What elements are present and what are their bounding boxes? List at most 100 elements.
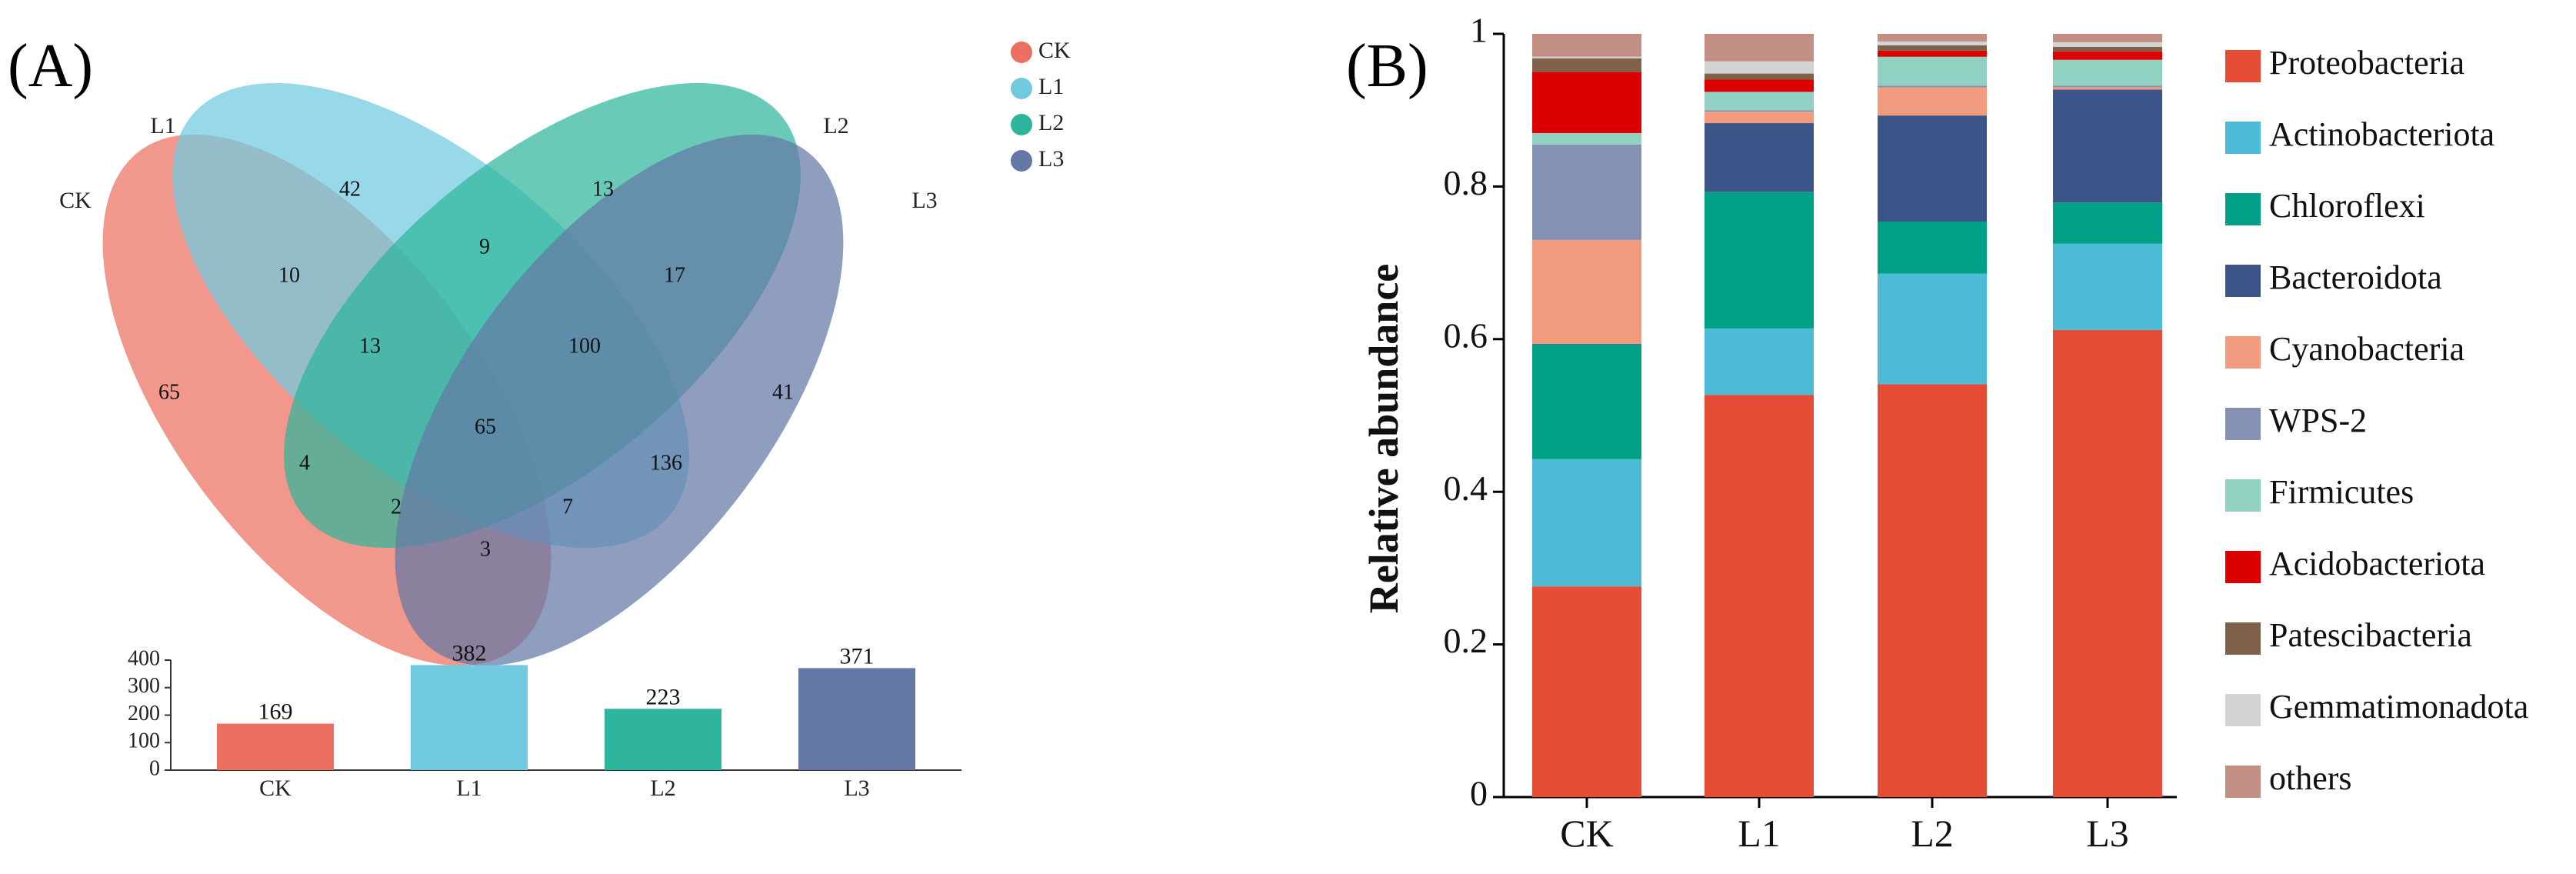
segment-l3-wps-2 xyxy=(2053,85,2162,88)
panel-a-label: (A) xyxy=(8,32,93,100)
segment-l2-firmicutes xyxy=(1878,56,1987,86)
legend-label-proteobacteria: Proteobacteria xyxy=(2269,44,2464,82)
mini-y-tick-label: 200 xyxy=(128,702,160,726)
venn-set-label-l3: L3 xyxy=(911,188,937,213)
venn-legend: CK L1 L2 L3 xyxy=(1011,38,1071,172)
y-axis-ticks: 0 0.2 0.4 0.6 0.8 1 xyxy=(1444,11,1504,813)
x-tick-label-ck: CK xyxy=(1560,812,1613,855)
mini-bar-l1 xyxy=(411,665,528,770)
segment-ck-proteobacteria xyxy=(1532,586,1641,797)
segment-ck-chloroflexi xyxy=(1532,344,1641,459)
segment-l1-chloroflexi xyxy=(1705,192,1814,329)
stacked-bars xyxy=(1532,34,2162,797)
mini-y-tick-label: 300 xyxy=(128,674,160,698)
panel-b-stacked-bar: (B) Relative abundance 0 0.2 0.4 0.6 0.8 1 CK… xyxy=(1346,11,2528,855)
segment-l3-patescibacteria xyxy=(2053,46,2162,52)
y-tick-label: 0.4 xyxy=(1444,469,1488,508)
segment-ck-patescibacteria xyxy=(1532,58,1641,72)
legend-swatch-wps-2 xyxy=(2225,408,2261,440)
panel-a-venn: (A) CK L1 L2 L3 65 42 13 41 10 9 17 13 1… xyxy=(8,32,1071,801)
x-tick-label-l3: L3 xyxy=(2086,812,2129,855)
segment-ck-others xyxy=(1532,34,1641,57)
legend-label-bacteroidota: Bacteroidota xyxy=(2269,259,2442,296)
segment-l2-acidobacteriota xyxy=(1878,50,1987,57)
legend-swatch-bacteroidota xyxy=(2225,265,2261,297)
mini-bar-value-ck: 169 xyxy=(258,699,293,725)
segment-l2-others xyxy=(1878,34,1987,42)
y-tick-label: 0.6 xyxy=(1444,315,1488,355)
mini-y-tick-label: 100 xyxy=(128,729,160,753)
venn-count-l3-only: 41 xyxy=(772,380,794,404)
segment-l2-actinobacteriota xyxy=(1878,273,1987,385)
venn-count-l2-l3: 17 xyxy=(664,263,685,287)
legend-swatch-cyanobacteria xyxy=(2225,336,2261,369)
legend-label-cyanobacteria: Cyanobacteria xyxy=(2269,330,2464,368)
mini-bar-value-l1: 382 xyxy=(452,640,487,666)
legend-label-acidobacteriota: Acidobacteriota xyxy=(2269,545,2485,582)
legend-label-wps-2: WPS-2 xyxy=(2269,402,2367,439)
venn-legend-dot-l1 xyxy=(1011,78,1032,99)
venn-count-l1-only: 42 xyxy=(339,177,361,201)
venn-count-l1-l2-l3: 100 xyxy=(568,334,601,358)
segment-l2-chloroflexi xyxy=(1878,222,1987,274)
venn-legend-dot-l2 xyxy=(1011,114,1032,135)
segment-l1-others xyxy=(1705,34,1814,62)
legend-swatch-proteobacteria xyxy=(2225,50,2261,82)
venn-legend-label-ck: CK xyxy=(1038,38,1071,63)
segment-l3-bacteroidota xyxy=(2053,89,2162,203)
segment-l3-gemmatimonadota xyxy=(2053,42,2162,47)
segment-l3-chloroflexi xyxy=(2053,202,2162,244)
mini-bar-l3 xyxy=(798,668,915,770)
mini-bar-value-l2: 223 xyxy=(646,684,681,709)
venn-legend-label-l2: L2 xyxy=(1038,110,1064,135)
mini-bar-l2 xyxy=(605,709,721,770)
mini-category-l1: L1 xyxy=(456,776,482,801)
legend-swatch-acidobacteriota xyxy=(2225,551,2261,583)
legend-swatch-others xyxy=(2225,766,2261,798)
mini-y-tick-label: 400 xyxy=(128,646,160,670)
venn-count-l1-l3: 136 xyxy=(650,451,682,475)
segment-l3-firmicutes xyxy=(2053,59,2162,86)
mini-y-tick-label: 0 xyxy=(149,756,160,780)
venn-count-ck-l1: 10 xyxy=(278,263,300,287)
segment-ck-cyanobacteria xyxy=(1532,239,1641,344)
venn-count-ck-l3: 3 xyxy=(480,537,491,561)
legend-label-chloroflexi: Chloroflexi xyxy=(2269,187,2425,225)
mini-category-l3: L3 xyxy=(844,776,869,801)
segment-l1-cyanobacteria xyxy=(1705,112,1814,124)
venn-count-all: 65 xyxy=(475,415,496,439)
segment-l2-bacteroidota xyxy=(1878,115,1987,222)
venn-count-ck-l1-l3: 7 xyxy=(562,495,573,519)
legend-swatch-actinobacteriota xyxy=(2225,122,2261,154)
venn-count-ck-l2: 4 xyxy=(299,451,310,475)
segment-ck-wps-2 xyxy=(1532,144,1641,240)
legend-label-patescibacteria: Patescibacteria xyxy=(2269,616,2472,654)
venn-count-ck-l1-l2: 13 xyxy=(359,334,381,358)
mini-y-ticks: 0 100 200 300 400 xyxy=(128,646,171,780)
venn-count-l2-only: 13 xyxy=(592,177,614,201)
y-tick-label: 1 xyxy=(1470,11,1488,50)
x-tick-label-l2: L2 xyxy=(1911,812,1954,855)
segment-l1-actinobacteriota xyxy=(1705,328,1814,395)
venn-set-label-l2: L2 xyxy=(823,113,848,138)
segment-l2-patescibacteria xyxy=(1878,45,1987,51)
x-tick-label-l1: L1 xyxy=(1738,812,1781,855)
legend-swatch-gemmatimonadota xyxy=(2225,694,2261,726)
segment-l1-proteobacteria xyxy=(1705,395,1814,797)
segment-l2-proteobacteria xyxy=(1878,384,1987,797)
segment-l3-others xyxy=(2053,34,2162,42)
legend-label-others: others xyxy=(2269,759,2352,797)
venn-ellipse-l3 xyxy=(395,134,844,666)
segment-ck-firmicutes xyxy=(1532,132,1641,145)
segment-l1-firmicutes xyxy=(1705,92,1814,111)
segment-l3-acidobacteriota xyxy=(2053,51,2162,60)
venn-set-label-l1: L1 xyxy=(150,113,175,138)
segment-l1-wps-2 xyxy=(1705,110,1814,112)
segment-l3-cyanobacteria xyxy=(2053,87,2162,90)
mini-bars: 169 CK 382 L1 223 L2 371 L3 xyxy=(217,640,915,801)
mini-category-ck: CK xyxy=(259,776,292,801)
segment-l1-acidobacteriota xyxy=(1705,79,1814,92)
mini-bar-ck xyxy=(217,723,334,770)
venn-count-ck-l2-l3: 2 xyxy=(391,495,402,519)
